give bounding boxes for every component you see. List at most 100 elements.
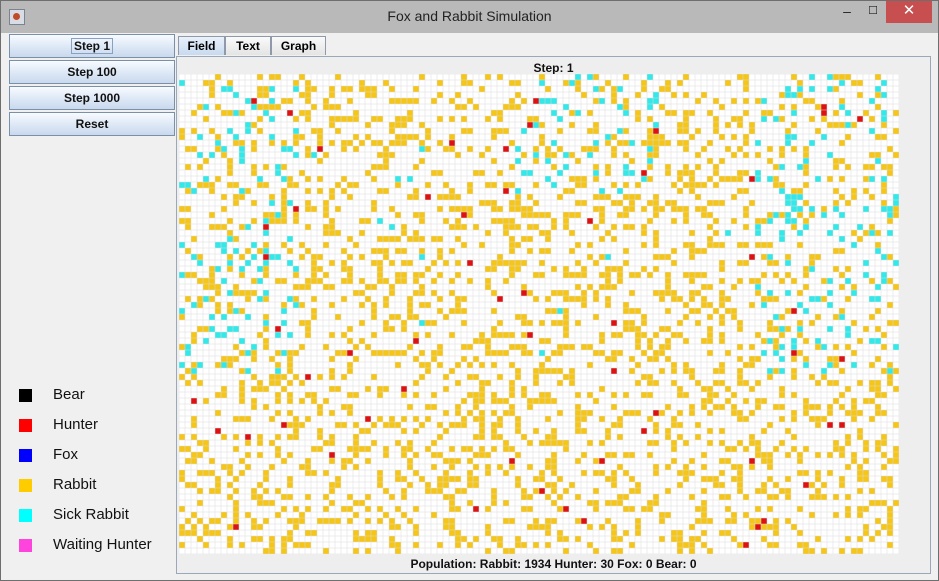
- step-100-button[interactable]: Step 100: [9, 60, 175, 84]
- rabbit-cell: [275, 218, 281, 224]
- rabbit-cell: [779, 386, 785, 392]
- rabbit-cell: [413, 278, 419, 284]
- tab-graph[interactable]: Graph: [271, 36, 326, 55]
- rabbit-cell: [239, 110, 245, 116]
- rabbit-cell: [767, 260, 773, 266]
- step-1000-button[interactable]: Step 1000: [9, 86, 175, 110]
- rabbit-cell: [593, 458, 599, 464]
- rabbit-cell: [575, 404, 581, 410]
- rabbit-cell: [485, 146, 491, 152]
- hunter-cell: [641, 170, 647, 176]
- rabbit-cell: [527, 524, 533, 530]
- rabbit-cell: [779, 416, 785, 422]
- sick-rabbit-cell: [869, 128, 875, 134]
- rabbit-cell: [677, 410, 683, 416]
- rabbit-cell: [659, 134, 665, 140]
- rabbit-cell: [221, 224, 227, 230]
- sick-rabbit-cell: [827, 326, 833, 332]
- rabbit-cell: [239, 416, 245, 422]
- hunter-cell: [263, 224, 269, 230]
- rabbit-cell: [425, 302, 431, 308]
- step-counter: Step: 1: [533, 61, 574, 75]
- rabbit-cell: [371, 176, 377, 182]
- sick-rabbit-cell: [809, 296, 815, 302]
- close-button[interactable]: ✕: [886, 1, 932, 23]
- tab-text[interactable]: Text: [225, 36, 271, 55]
- rabbit-cell: [593, 146, 599, 152]
- rabbit-cell: [461, 206, 467, 212]
- rabbit-cell: [725, 122, 731, 128]
- rabbit-cell: [767, 542, 773, 548]
- rabbit-cell: [641, 332, 647, 338]
- minimize-button[interactable]: ‒: [843, 3, 851, 19]
- rabbit-cell: [527, 212, 533, 218]
- rabbit-cell: [833, 200, 839, 206]
- rabbit-cell: [341, 86, 347, 92]
- rabbit-cell: [431, 170, 437, 176]
- rabbit-cell: [377, 416, 383, 422]
- rabbit-cell: [449, 194, 455, 200]
- rabbit-cell: [275, 410, 281, 416]
- sick-rabbit-cell: [791, 206, 797, 212]
- rabbit-cell: [359, 278, 365, 284]
- rabbit-cell: [773, 542, 779, 548]
- rabbit-cell: [365, 86, 371, 92]
- rabbit-cell: [683, 392, 689, 398]
- rabbit-cell: [833, 74, 839, 80]
- rabbit-cell: [761, 110, 767, 116]
- rabbit-cell: [311, 272, 317, 278]
- rabbit-cell: [371, 206, 377, 212]
- rabbit-cell: [275, 452, 281, 458]
- rabbit-cell: [293, 272, 299, 278]
- rabbit-cell: [491, 410, 497, 416]
- title-bar[interactable]: Fox and Rabbit Simulation ‒ ☐ ✕: [1, 1, 938, 33]
- rabbit-cell: [791, 416, 797, 422]
- rabbit-cell: [827, 410, 833, 416]
- rabbit-cell: [401, 140, 407, 146]
- rabbit-cell: [485, 350, 491, 356]
- rabbit-cell: [293, 182, 299, 188]
- rabbit-cell: [629, 476, 635, 482]
- rabbit-cell: [629, 542, 635, 548]
- rabbit-cell: [293, 518, 299, 524]
- rabbit-cell: [347, 98, 353, 104]
- rabbit-cell: [881, 188, 887, 194]
- rabbit-cell: [383, 446, 389, 452]
- rabbit-cell: [737, 170, 743, 176]
- rabbit-cell: [575, 494, 581, 500]
- reset-button[interactable]: Reset: [9, 112, 175, 136]
- rabbit-cell: [407, 518, 413, 524]
- step-1-button[interactable]: Step 1: [9, 34, 175, 58]
- rabbit-cell: [509, 206, 515, 212]
- sick-rabbit-cell: [185, 344, 191, 350]
- sick-rabbit-cell: [179, 80, 185, 86]
- rabbit-cell: [455, 536, 461, 542]
- rabbit-cell: [329, 368, 335, 374]
- rabbit-cell: [473, 464, 479, 470]
- hunter-cell: [401, 386, 407, 392]
- rabbit-cell: [713, 476, 719, 482]
- sick-rabbit-cell: [785, 194, 791, 200]
- rabbit-cell: [191, 416, 197, 422]
- rabbit-cell: [383, 254, 389, 260]
- rabbit-cell: [887, 512, 893, 518]
- rabbit-cell: [323, 98, 329, 104]
- rabbit-cell: [551, 290, 557, 296]
- maximize-button[interactable]: ☐: [868, 5, 878, 17]
- rabbit-cell: [281, 386, 287, 392]
- rabbit-cell: [521, 98, 527, 104]
- rabbit-cell: [629, 224, 635, 230]
- rabbit-cell: [251, 146, 257, 152]
- rabbit-cell: [551, 458, 557, 464]
- rabbit-cell: [539, 212, 545, 218]
- sick-rabbit-cell: [275, 164, 281, 170]
- rabbit-cell: [827, 404, 833, 410]
- rabbit-cell: [641, 80, 647, 86]
- tab-field[interactable]: Field: [178, 36, 225, 55]
- rabbit-cell: [689, 248, 695, 254]
- rabbit-cell: [641, 242, 647, 248]
- rabbit-cell: [311, 266, 317, 272]
- rabbit-cell: [617, 536, 623, 542]
- rabbit-cell: [221, 152, 227, 158]
- rabbit-cell: [845, 464, 851, 470]
